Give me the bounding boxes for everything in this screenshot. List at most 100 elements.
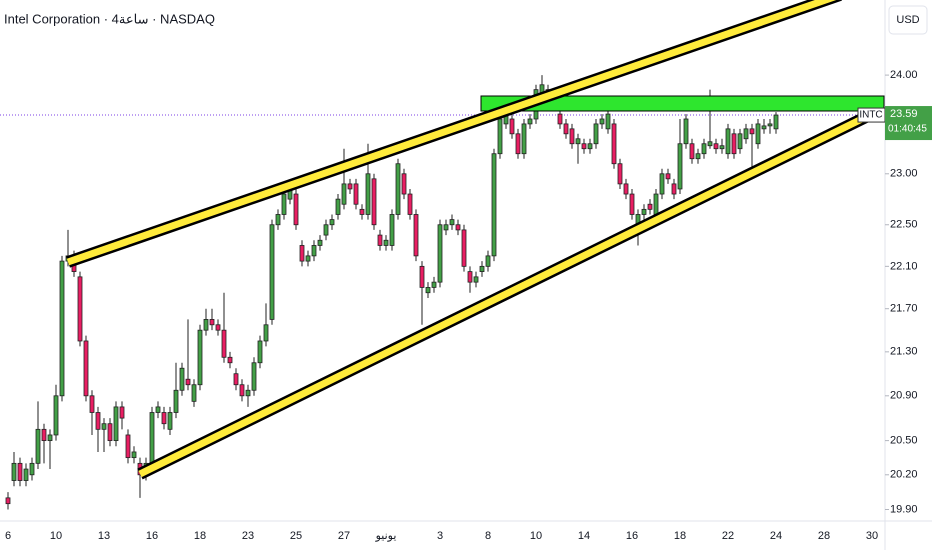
x-tick-label: 18 — [674, 530, 686, 542]
candle-body — [725, 128, 731, 155]
y-tick-label: 21.70 — [890, 303, 918, 315]
candle-body — [593, 123, 599, 145]
candle-body — [509, 118, 515, 135]
candle-body — [479, 265, 485, 272]
candle-body — [197, 329, 203, 386]
candle-body — [701, 143, 707, 155]
candle-body — [755, 123, 761, 145]
candle-body — [11, 462, 17, 481]
candle-body — [407, 193, 413, 215]
candle-body — [671, 183, 677, 195]
candle-body — [401, 173, 407, 195]
candle-body — [743, 128, 749, 140]
candle-body — [173, 389, 179, 413]
candle-body — [749, 128, 755, 135]
candle-body — [707, 141, 713, 147]
candle-body — [455, 224, 461, 231]
candle-body — [563, 123, 569, 135]
drawings — [66, 0, 885, 480]
y-tick-label: 24.00 — [890, 69, 918, 81]
candle-body — [209, 319, 215, 326]
candle-body — [611, 123, 617, 165]
candle-body — [221, 329, 227, 358]
candle-body — [299, 245, 305, 262]
candles — [5, 75, 779, 510]
candle-body — [713, 143, 719, 150]
candle-body — [413, 214, 419, 257]
candle-body — [203, 319, 209, 331]
candle-body — [431, 281, 437, 288]
channel-upper[interactable] — [66, 0, 840, 266]
candle-body — [131, 451, 137, 459]
candle-body — [149, 412, 155, 464]
candle-body — [35, 428, 41, 464]
candle-body — [281, 193, 287, 215]
candle-body — [575, 138, 581, 145]
candle-body — [485, 255, 491, 267]
candle-body — [371, 178, 377, 226]
candle-body — [215, 324, 221, 331]
candle-body — [41, 428, 47, 442]
y-tick-label: 20.20 — [890, 469, 918, 481]
x-tick-label: يونيو — [375, 530, 397, 542]
candle-body — [641, 208, 647, 215]
y-tick-label: 21.30 — [890, 346, 918, 358]
candle-body — [161, 412, 167, 425]
candle-body — [107, 423, 113, 442]
x-tick-label: 25 — [290, 530, 302, 542]
y-tick-label: 20.90 — [890, 390, 918, 402]
candle-body — [311, 245, 317, 257]
candle-body — [629, 193, 635, 215]
candle-body — [491, 153, 497, 257]
currency[interactable]: USD — [896, 14, 919, 26]
candle-body — [269, 224, 275, 320]
candle-body — [29, 462, 35, 476]
candle-body — [521, 123, 527, 155]
candle-body — [377, 234, 383, 246]
candle-body — [461, 229, 467, 267]
countdown: 01:40:45 — [888, 124, 927, 135]
candle-body — [569, 128, 575, 145]
candle-body — [731, 133, 737, 155]
symbol-label: INTC — [859, 110, 882, 121]
candle-body — [587, 143, 593, 150]
candle-body — [659, 173, 665, 195]
x-tick-label: 14 — [578, 530, 590, 542]
candle-body — [17, 462, 23, 481]
candle-body — [683, 118, 689, 145]
candle-body — [617, 163, 623, 185]
candle-body — [257, 340, 263, 364]
candle-body — [167, 412, 173, 430]
currency-button[interactable] — [888, 5, 928, 35]
candle-body — [653, 193, 659, 215]
x-tick-label: 3 — [437, 530, 443, 542]
x-tick-label: 24 — [770, 530, 782, 542]
y-tick-label: 22.50 — [890, 219, 918, 231]
candle-body — [185, 378, 191, 386]
candle-body — [689, 143, 695, 160]
candle-body — [695, 153, 701, 160]
candle-body — [623, 183, 629, 195]
candle-body — [179, 367, 185, 391]
candle-body — [275, 214, 281, 226]
candle-body — [677, 143, 683, 190]
candle-body — [473, 276, 479, 283]
axis-layer: Intel Corporation · 4ساعة · NASDAQ USD 2… — [4, 5, 932, 542]
x-tick-label: 6 — [5, 530, 11, 542]
channel-lower[interactable] — [138, 110, 874, 478]
candle-body — [449, 219, 455, 226]
x-tick-label: 10 — [50, 530, 62, 542]
price-label: 23.59 — [890, 108, 918, 120]
candle-body — [353, 183, 359, 205]
candle-body — [767, 123, 773, 127]
candle-body — [251, 362, 257, 391]
candle-body — [77, 276, 83, 342]
resistance-zone[interactable] — [480, 95, 885, 112]
y-tick-label: 22.10 — [890, 260, 918, 272]
candle-body — [53, 395, 59, 436]
x-tick-label: 16 — [626, 530, 638, 542]
candle-body — [293, 193, 299, 226]
candle-body — [599, 118, 605, 125]
